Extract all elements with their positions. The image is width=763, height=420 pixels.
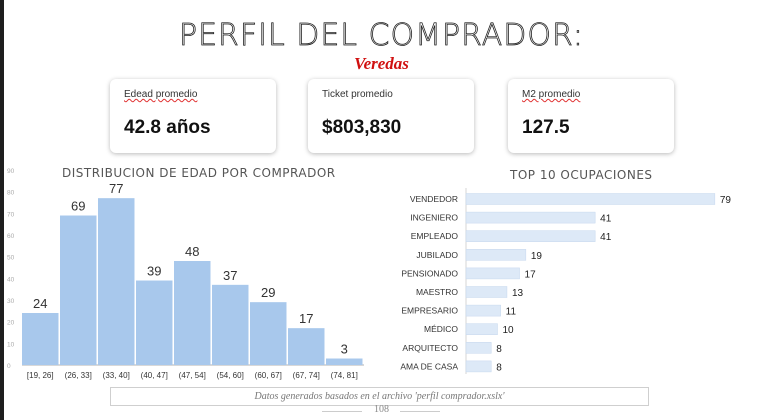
age-bar — [174, 261, 211, 365]
occupation-bar — [465, 211, 596, 224]
occupation-bar — [465, 286, 508, 298]
age-bar-value-label: 37 — [223, 268, 237, 283]
page-number-divider-right — [400, 411, 440, 412]
age-ytick-label: 40 — [7, 276, 15, 283]
age-ytick-label: 60 — [7, 233, 15, 240]
age-ytick-label: 70 — [7, 211, 15, 218]
occupation-label: INGENIERO — [410, 213, 458, 223]
kpi-card-m2: M2 promedio 127.5 — [508, 79, 674, 153]
age-category-label: (60, 67] — [255, 371, 282, 380]
age-ytick-label: 90 — [7, 168, 15, 175]
occupation-value-label: 41 — [600, 214, 612, 225]
kpi-value-ticket: $803,830 — [322, 117, 402, 138]
age-bar — [326, 358, 363, 365]
occupation-bar — [465, 323, 498, 335]
age-ytick-label: 10 — [7, 341, 15, 348]
occupation-label: MAESTRO — [416, 287, 458, 297]
age-chart-title: DISTRIBUCION DE EDAD POR COMPRADOR — [62, 166, 336, 180]
kpi-card-age: Edead promedio 42.8 años — [110, 79, 276, 153]
occupation-label: PENSIONADO — [401, 268, 458, 278]
age-bar-value-label: 77 — [109, 181, 123, 196]
occupation-bar — [465, 342, 492, 354]
kpi-label-m2: M2 promedio — [522, 89, 581, 100]
occupation-value-label: 79 — [720, 195, 732, 206]
kpi-value-m2: 127.5 — [522, 117, 570, 138]
age-bar — [212, 284, 249, 365]
occupation-bar-chart: VENDEDOR 79 INGENIERO 41 EMPLEADO 41 JUBILADO 1… — [400, 188, 732, 374]
age-bar — [22, 313, 59, 365]
age-bar-value-label: 24 — [33, 296, 47, 311]
age-bar — [98, 198, 135, 365]
age-category-label: (67, 74] — [293, 371, 320, 380]
footer-note: Datos generados basados en el archivo 'p… — [110, 387, 649, 406]
occupation-value-label: 11 — [506, 307, 517, 318]
age-category-label: (33, 40] — [103, 371, 130, 380]
occupation-bar — [465, 360, 492, 373]
age-bar-value-label: 69 — [71, 199, 85, 214]
occupation-value-label: 19 — [531, 251, 543, 262]
age-category-label: (54, 60] — [217, 371, 244, 380]
age-histogram: 0 10 20 30 40 50 60 70 80 90 24 [19, 26] 69 (26, 33] 7… — [7, 168, 364, 380]
occupation-value-label: 8 — [496, 362, 502, 373]
kpi-label-age: Edead promedio — [124, 89, 198, 100]
occupation-bar — [465, 193, 716, 205]
age-ytick-label: 0 — [7, 363, 11, 370]
occupation-label: VENDEDOR — [410, 194, 458, 204]
occupation-label: EMPLEADO — [411, 231, 459, 241]
age-bar-value-label: 29 — [261, 285, 275, 300]
age-ytick-label: 50 — [7, 255, 15, 262]
occupation-chart-title: TOP 10 OCUPACIONES — [510, 168, 653, 182]
age-ytick-label: 80 — [7, 190, 15, 197]
age-category-label: (47, 54] — [179, 371, 206, 380]
occupation-label: EMPRESARIO — [401, 306, 458, 316]
occupation-bar — [465, 304, 501, 317]
age-bar — [288, 328, 325, 365]
occupation-label: JUBILADO — [416, 250, 458, 260]
occupation-value-label: 41 — [600, 232, 612, 243]
occupation-value-label: 17 — [525, 269, 537, 280]
age-category-label: [19, 26] — [27, 371, 54, 380]
kpi-label-ticket: Ticket promedio — [322, 89, 393, 100]
age-bar-value-label: 3 — [341, 342, 348, 357]
age-category-label: (74, 81] — [331, 371, 358, 380]
occupation-bar — [465, 267, 520, 280]
page-number-divider-left — [322, 411, 362, 412]
kpi-card-ticket: Ticket promedio $803,830 — [308, 79, 474, 153]
age-bar — [60, 215, 97, 365]
occupation-bar — [465, 249, 527, 261]
age-ytick-label: 20 — [7, 320, 15, 327]
age-category-label: (26, 33] — [65, 371, 92, 380]
occupation-value-label: 8 — [496, 344, 502, 355]
age-bar-value-label: 48 — [185, 244, 199, 259]
kpi-value-age: 42.8 años — [124, 117, 211, 138]
age-ytick-label: 30 — [7, 298, 15, 305]
age-bar — [250, 302, 287, 365]
age-bar — [136, 280, 173, 365]
occupation-label: MÉDICO — [424, 324, 458, 334]
age-bar-value-label: 17 — [299, 311, 313, 326]
page-number: 108 — [374, 404, 389, 415]
slide-left-edge — [0, 0, 4, 420]
age-bar-value-label: 39 — [147, 264, 161, 279]
project-subtitle: Veredas — [354, 54, 409, 73]
page-title: PERFIL DEL COMPRADOR: — [179, 18, 584, 54]
occupation-label: ARQUITECTO — [402, 343, 458, 353]
occupation-value-label: 13 — [512, 288, 524, 299]
age-category-label: (40, 47] — [141, 371, 168, 380]
occupation-label: AMA DE CASA — [400, 361, 458, 371]
occupation-bar — [465, 230, 596, 242]
occupation-value-label: 10 — [503, 325, 515, 336]
